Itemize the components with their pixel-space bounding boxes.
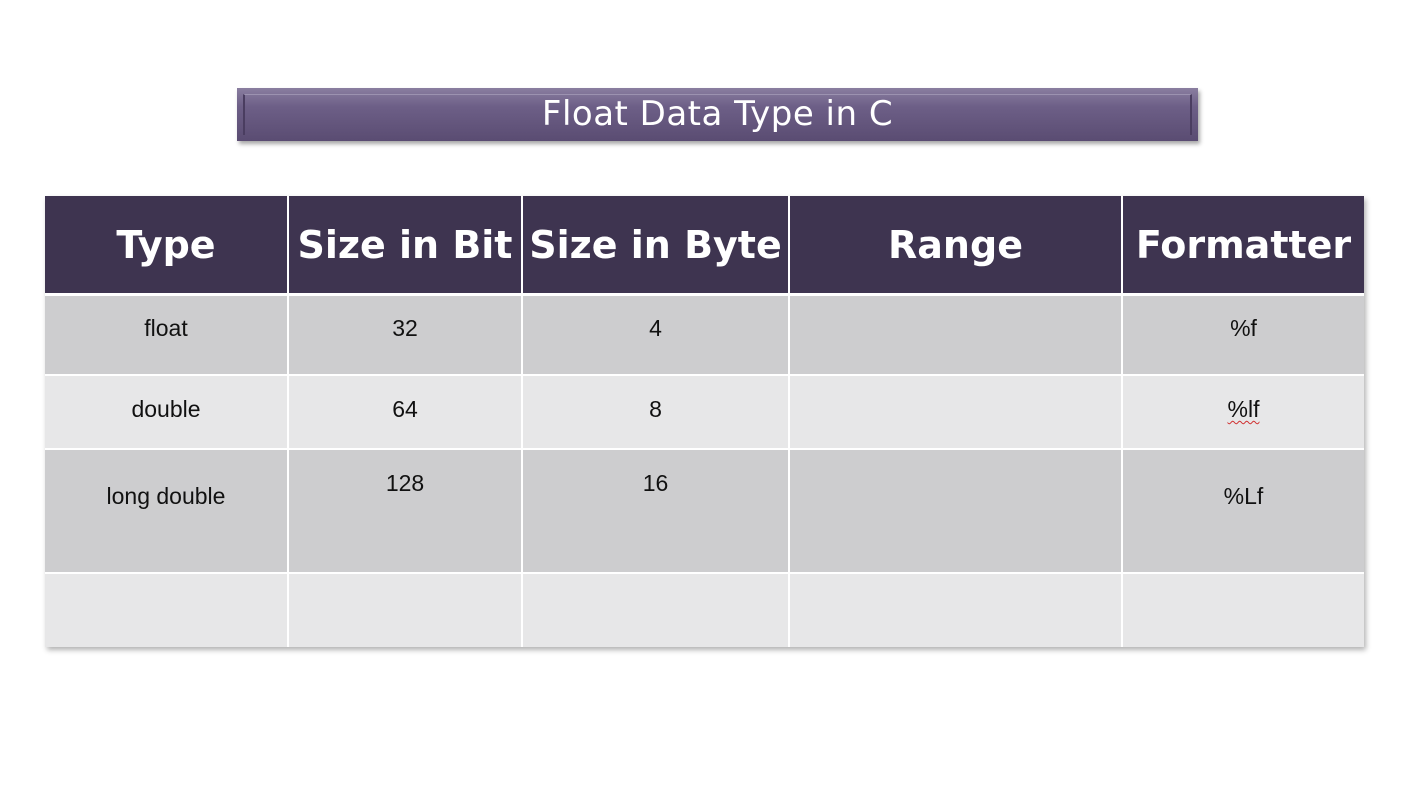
- cell-bytes-text: 4: [649, 315, 662, 341]
- cell-bits: 32: [288, 294, 523, 376]
- cell-formatter-text: %Lf: [1223, 483, 1264, 509]
- cell-bytes-text: 16: [642, 470, 669, 496]
- cell-bytes: 4: [522, 294, 790, 376]
- cell-bytes: 16: [522, 449, 790, 574]
- cell-bytes: 8: [522, 375, 790, 450]
- header-range: Range: [789, 196, 1123, 296]
- cell-bits: [288, 573, 523, 647]
- cell-bits-text: 64: [392, 396, 418, 422]
- table-row: float 32 4 %f: [45, 294, 1364, 376]
- cell-type: long double: [45, 449, 289, 574]
- cell-formatter-wrap: %lf: [1123, 376, 1364, 423]
- cell-range-text: [790, 376, 1121, 396]
- cell-type: double: [45, 375, 289, 450]
- slide-title: Float Data Type in C: [541, 94, 894, 134]
- cell-type-text: double: [131, 396, 201, 422]
- table: Type Size in Bit Size in Byte Range Form…: [45, 196, 1364, 647]
- cell-bits-text: 32: [392, 315, 418, 341]
- table-row: double 64 8 %lf: [45, 375, 1364, 450]
- title-banner-frame: [243, 94, 1192, 135]
- cell-formatter-text: %f: [1230, 315, 1257, 341]
- data-type-table: Type Size in Bit Size in Byte Range Form…: [45, 196, 1364, 647]
- cell-type-text: long double: [106, 483, 226, 509]
- cell-formatter: %lf: [1122, 375, 1364, 450]
- cell-bytes-text: 8: [649, 396, 662, 422]
- cell-type: [45, 573, 289, 647]
- cell-range-text: [790, 296, 1121, 315]
- cell-range-text: [790, 450, 1121, 483]
- table-row: [45, 573, 1364, 647]
- header-size-in-bit: Size in Bit: [288, 196, 523, 296]
- cell-bits-text: 128: [385, 470, 425, 496]
- cell-formatter: [1122, 573, 1364, 647]
- cell-range: [789, 573, 1123, 647]
- cell-formatter: %f: [1122, 294, 1364, 376]
- cell-bits: 128: [288, 449, 523, 574]
- header-size-in-byte: Size in Byte: [522, 196, 790, 296]
- title-banner: Float Data Type in C: [237, 88, 1198, 141]
- table-header-row: Type Size in Bit Size in Byte Range Form…: [45, 196, 1364, 296]
- cell-range: [789, 375, 1123, 450]
- header-formatter: Formatter: [1122, 196, 1364, 296]
- table-row: long double 128 16 %Lf: [45, 449, 1364, 574]
- cell-type: float: [45, 294, 289, 376]
- cell-range: [789, 294, 1123, 376]
- cell-type-text: float: [144, 315, 188, 341]
- header-type: Type: [45, 196, 289, 296]
- cell-bytes: [522, 573, 790, 647]
- cell-formatter-text: %lf: [1227, 396, 1260, 422]
- cell-range: [789, 449, 1123, 574]
- cell-formatter: %Lf: [1122, 449, 1364, 574]
- cell-bits: 64: [288, 375, 523, 450]
